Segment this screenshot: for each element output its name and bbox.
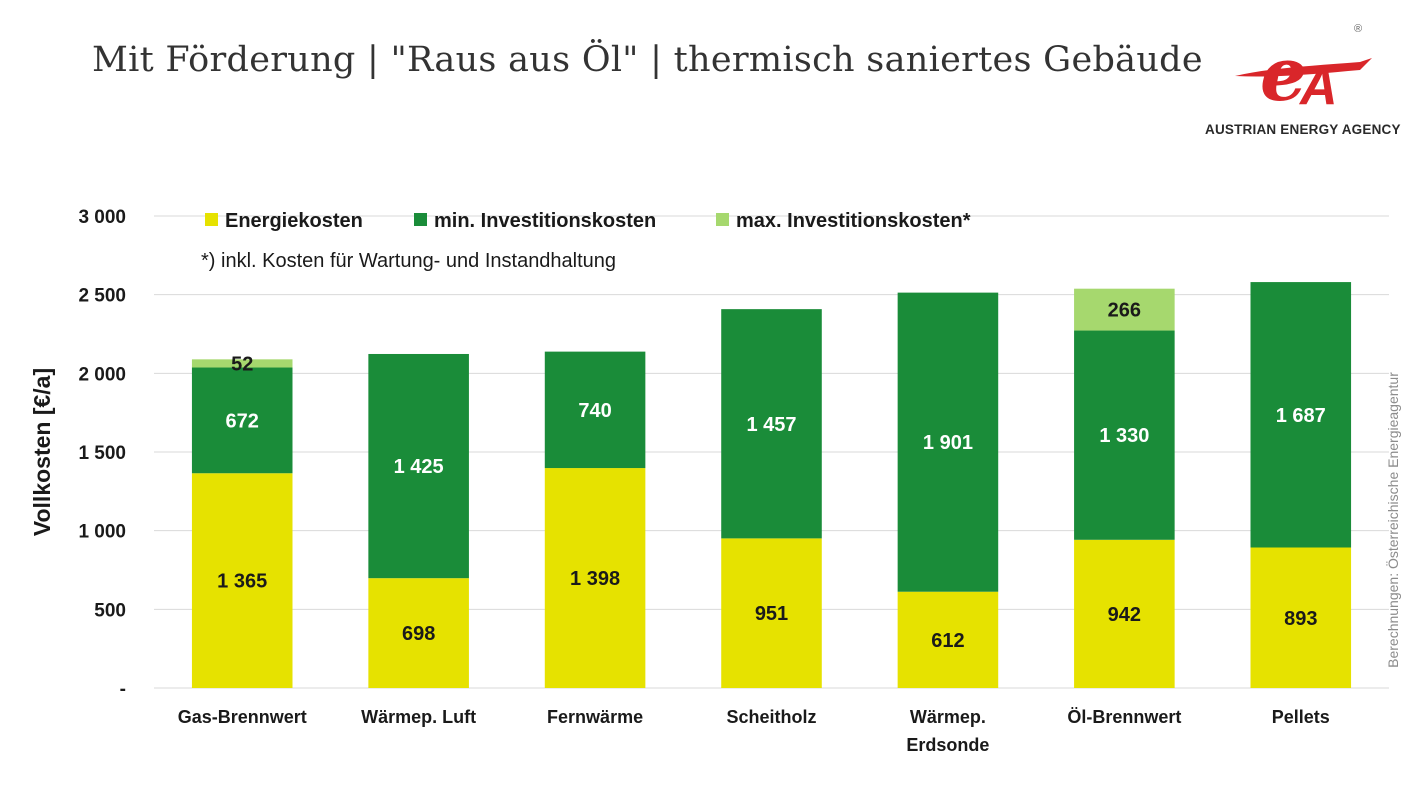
austrian-energy-agency-logo: e A ® bbox=[1235, 23, 1372, 118]
data-label: 1 901 bbox=[923, 432, 973, 454]
x-tick-label: Pellets bbox=[1272, 707, 1330, 727]
bar-segment-energiekosten bbox=[544, 468, 646, 688]
y-tick-label: 500 bbox=[94, 600, 126, 621]
x-tick-label: Erdsonde bbox=[906, 735, 989, 755]
data-label: 1 330 bbox=[1099, 425, 1149, 447]
source-note: Berechnungen: Österreichische Energieage… bbox=[1385, 372, 1401, 668]
bar-segment-min-investitionskosten bbox=[1250, 282, 1352, 548]
data-label: 893 bbox=[1284, 608, 1317, 630]
data-label: 942 bbox=[1108, 604, 1141, 626]
y-tick-label: 2 500 bbox=[78, 286, 126, 307]
bar-segment-energiekosten bbox=[897, 591, 999, 688]
x-tick-label: Scheitholz bbox=[726, 707, 816, 727]
data-label: 1 425 bbox=[394, 456, 444, 478]
bar-segment-max-investitionskosten bbox=[191, 359, 293, 368]
bar-segment-min-investitionskosten bbox=[721, 309, 822, 539]
bar-segment-min-investitionskosten bbox=[191, 367, 293, 474]
bar-segment-min-investitionskosten bbox=[897, 292, 999, 592]
data-label: 1 398 bbox=[570, 568, 620, 590]
bar-segment-min-investitionskosten bbox=[368, 353, 469, 579]
y-tick-label: 3 000 bbox=[78, 207, 126, 228]
data-label: 698 bbox=[402, 623, 435, 645]
bar-segment-min-investitionskosten bbox=[1074, 330, 1175, 540]
data-label: 672 bbox=[226, 410, 259, 432]
x-tick-label: Gas-Brennwert bbox=[178, 707, 307, 727]
y-axis-title: Vollkosten [€/a] bbox=[29, 368, 55, 536]
data-label: 951 bbox=[755, 603, 788, 625]
legend-swatch bbox=[716, 213, 729, 226]
bar-segment-energiekosten bbox=[191, 473, 293, 688]
logo-a-mark: A bbox=[1298, 58, 1338, 116]
bar-segment-energiekosten bbox=[721, 538, 822, 688]
legend-entry: min. Investitionskosten bbox=[434, 210, 656, 232]
y-tick-label: 1 000 bbox=[78, 522, 126, 543]
legend-entry: max. Investitionskosten* bbox=[736, 210, 971, 232]
y-tick-label: 1 500 bbox=[78, 443, 126, 464]
data-label: 1 365 bbox=[217, 571, 267, 593]
page-title: Mit Förderung | "Raus aus Öl" | thermisc… bbox=[92, 40, 1203, 80]
data-label: 52 bbox=[231, 353, 253, 375]
bar-segment-energiekosten bbox=[1074, 539, 1175, 688]
x-tick-label: Wärmep. Luft bbox=[361, 707, 476, 727]
x-tick-label: Öl-Brennwert bbox=[1067, 707, 1181, 727]
bar-segment-min-investitionskosten bbox=[544, 351, 646, 469]
bar-segment-energiekosten bbox=[368, 578, 469, 688]
data-label: 1 687 bbox=[1276, 405, 1326, 427]
logo-text: AUSTRIAN ENERGY AGENCY bbox=[1205, 122, 1401, 137]
logo-e-mark: e bbox=[1260, 32, 1307, 118]
y-tick-label: 2 000 bbox=[78, 364, 126, 385]
bar-segment-energiekosten bbox=[1250, 547, 1352, 688]
x-tick-label: Fernwärme bbox=[547, 707, 643, 727]
legend-swatch bbox=[414, 213, 427, 226]
data-label: 1 457 bbox=[746, 414, 796, 436]
data-label: 612 bbox=[931, 630, 964, 652]
y-tick-label: - bbox=[120, 679, 126, 700]
chart-footnote: *) inkl. Kosten für Wartung- und Instand… bbox=[201, 250, 616, 272]
logo-swoosh bbox=[1235, 58, 1372, 77]
bar-segment-max-investitionskosten bbox=[1074, 288, 1175, 331]
legend-swatch bbox=[205, 213, 218, 226]
registered-mark: ® bbox=[1354, 23, 1362, 35]
data-label: 740 bbox=[578, 400, 611, 422]
legend-entry: Energiekosten bbox=[225, 210, 363, 232]
x-tick-label: Wärmep. bbox=[910, 707, 986, 727]
data-label: 266 bbox=[1108, 300, 1141, 322]
